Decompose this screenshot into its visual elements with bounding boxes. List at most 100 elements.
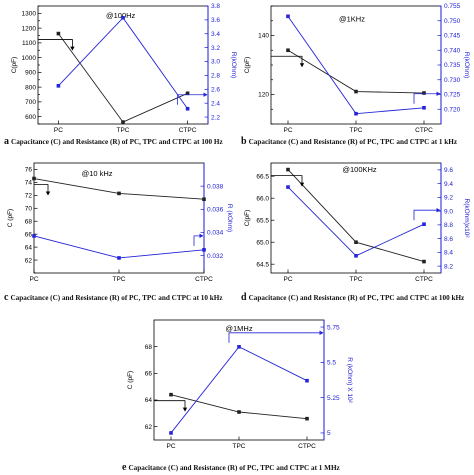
r-series-point-a [56, 84, 61, 88]
r-series-point-b [286, 14, 290, 19]
right-tick-label-b: 0.735 [444, 62, 461, 69]
c-series-point-c [202, 197, 206, 202]
left-tick-label-c: 76 [25, 167, 33, 174]
right-tick-label-a: 3.6 [211, 17, 220, 24]
right-tick-label-e: 5.75 [327, 324, 340, 331]
y-axis-label-c: C (pF) [7, 209, 14, 227]
x-tick-label-a: CTPC [179, 127, 197, 134]
c-series-point-d [422, 259, 426, 264]
c-series-point-b [286, 48, 290, 53]
left-tick-label-c: 64 [25, 244, 33, 251]
x-tick-label-d: CTPC [415, 276, 433, 283]
right-tick-label-b: 0.740 [444, 47, 461, 54]
left-tick-label-c: 74 [25, 180, 33, 187]
r-axis-arrow-d [413, 207, 441, 221]
c-axis-arrow-b [271, 55, 305, 68]
x-tick-label-e: CTPC [298, 443, 316, 450]
c-series-line-b [287, 49, 425, 94]
right-tick-label-a: 2.2 [211, 114, 220, 121]
right-tick-label-d: 9.2 [444, 195, 453, 202]
left-tick-label-a: 1100 [22, 40, 36, 47]
left-tick-label-a: 1000 [22, 55, 37, 62]
x-tick-label-c: TPC [113, 276, 126, 283]
x-tick-label-b: CTPC [415, 127, 433, 134]
c-series-point-e [237, 410, 241, 414]
right-tick-label-d: 9.0 [444, 208, 453, 215]
c-axis-arrow-e [154, 400, 188, 412]
right-tick-label-a: 3.2 [211, 45, 220, 52]
left-tick-label-d: 66.0 [256, 195, 269, 202]
right-tick-label-a: 3.0 [211, 59, 220, 66]
r-series-line-c [33, 235, 205, 259]
frequency-label-b: @1KHz [339, 14, 365, 23]
r-series-point-c [32, 234, 36, 238]
r-series-point-b [422, 105, 426, 110]
x-tick-label-a: TPC [117, 127, 130, 134]
x-tick-label-b: TPC [350, 127, 363, 134]
right-tick-label-b: 0.755 [444, 3, 461, 10]
frequency-label-d: @100KHz [342, 165, 377, 174]
right-tick-label-a: 2.6 [211, 86, 220, 93]
c-series-point-e [169, 392, 173, 397]
chart-b: 120 140 0.720 0.725 0.730 0.735 0.740 0.745 0.75… [244, 3, 470, 134]
chart-c: 62 64 66 68 70 72 74 76 0.032 0.034 0.036 0.038 PC TP… [7, 162, 233, 283]
caption-e: e Capacitance (C) and Resistance (R) of P… [122, 462, 340, 473]
r-series-line-d [287, 186, 425, 257]
r-series-line-b [287, 16, 425, 115]
y2-axis-label-d: R(kOhm)x10² [463, 198, 470, 238]
frequency-label-a: @100Hz [106, 11, 136, 20]
x-tick-label-c: CTPC [195, 276, 213, 283]
c-series-point-b [354, 89, 358, 94]
right-tick-label-a: 2.8 [211, 73, 220, 80]
caption-b: b Capacitance (C) and Resistance (R) of P… [241, 136, 458, 147]
plot-frame-a [37, 5, 209, 125]
y2-axis-label-b: R(kOhm) [463, 52, 470, 78]
left-tick-label-a: 600 [25, 114, 36, 121]
left-tick-label-c: 66 [25, 231, 33, 238]
x-tick-label-e: PC [166, 443, 175, 450]
right-tick-label-e: 5.5 [327, 360, 336, 367]
y2-axis-label-a: R(kOhm) [230, 52, 237, 78]
c-series-point-d [286, 167, 290, 172]
r-series-point-e [305, 378, 309, 383]
left-tick-label-e: 62 [145, 424, 153, 431]
right-tick-label-b: 0.725 [444, 92, 461, 99]
left-tick-label-d: 65.5 [256, 217, 269, 224]
left-tick-label-a: 1300 [22, 11, 37, 18]
y-axis-label-e: C (pF) [127, 371, 134, 389]
right-tick-label-d: 9.4 [444, 181, 453, 188]
x-tick-label-a: PC [54, 127, 63, 134]
left-tick-label-a: 700 [25, 99, 36, 106]
left-tick-label-c: 70 [25, 205, 33, 212]
c-series-point-c [32, 176, 36, 181]
r-series-point-b [354, 111, 358, 116]
y-axis-label-a: C(pF) [11, 57, 18, 74]
c-axis-arrow-a [38, 39, 75, 51]
right-tick-label-a: 3.8 [211, 3, 220, 10]
r-series-point-d [354, 254, 358, 258]
y2-axis-label-c: R (kOhm) [226, 204, 233, 232]
right-tick-label-a: 2.4 [211, 100, 220, 107]
c-series-line-d [287, 169, 425, 262]
y-axis-label-d: C(pF) [244, 210, 251, 227]
r-series-point-e [237, 345, 241, 349]
y-axis-label-b: C(pF) [244, 57, 251, 74]
left-tick-label-a: 900 [25, 70, 36, 77]
r-series-point-c [117, 256, 121, 260]
r-series-point-d [286, 185, 290, 189]
c-series-point-b [422, 91, 426, 95]
x-tick-label-b: PC [283, 127, 292, 134]
left-tick-label-d: 65.0 [256, 239, 269, 246]
r-series-point-a [185, 106, 190, 111]
chart-d: 64.5 65.0 65.5 66.0 66.5 8.2 8.4 8.6 8.8 9.0 9.2 9.… [244, 162, 470, 283]
r-axis-arrow-c [193, 233, 204, 246]
x-tick-label-d: TPC [350, 276, 363, 283]
right-tick-label-c: 0.032 [207, 253, 224, 260]
right-tick-label-d: 9.6 [444, 167, 453, 174]
frequency-label-e: @1MHz [225, 324, 252, 333]
right-tick-label-e: 5.25 [327, 395, 340, 402]
left-tick-label-c: 62 [25, 257, 33, 264]
right-tick-label-d: 8.8 [444, 222, 453, 229]
right-tick-label-b: 0.750 [444, 18, 461, 25]
caption-d: d Capacitance (C) and Resistance (R) of P… [241, 292, 465, 303]
